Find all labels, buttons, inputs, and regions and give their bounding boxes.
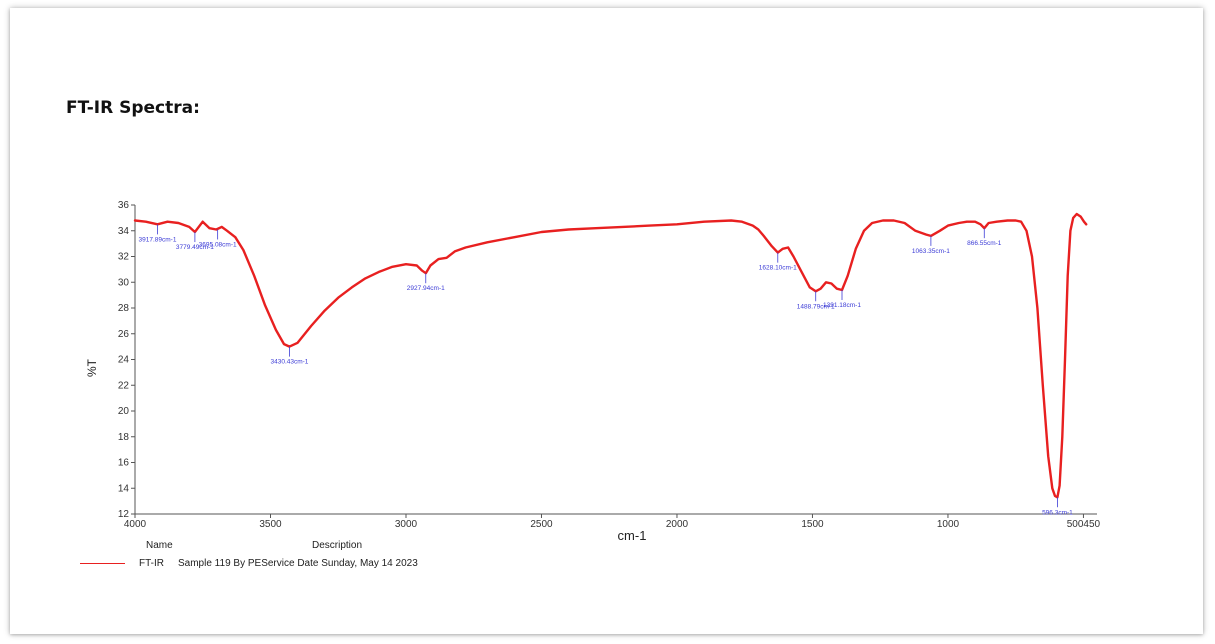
y-tick-label: 26	[118, 329, 130, 340]
legend-swatch	[80, 562, 125, 564]
peak-label: 1628.10cm-1	[759, 265, 797, 272]
y-tick-label: 18	[118, 432, 130, 443]
y-tick-label: 12	[118, 509, 130, 520]
peak-label: 596.3cm-1	[1042, 509, 1073, 516]
x-tick-label: 500450	[1067, 519, 1101, 530]
y-tick-label: 32	[118, 252, 130, 263]
y-tick-label: 16	[118, 458, 130, 469]
y-tick-label: 36	[118, 200, 130, 211]
x-tick-label: 3000	[395, 519, 418, 530]
peak-label: 3779.49cm-1	[176, 244, 214, 251]
section-heading: FT-IR Spectra:	[66, 98, 200, 118]
x-tick-label: 2500	[530, 519, 553, 530]
document-page	[10, 8, 1203, 634]
peak-label: 3695.08cm-1	[199, 241, 237, 248]
peak-label: 1063.35cm-1	[912, 248, 950, 255]
spectrum-line	[133, 212, 1088, 499]
x-tick-label: 1000	[937, 519, 960, 530]
peak-label: 2927.94cm-1	[407, 285, 445, 292]
y-tick-label: 14	[118, 483, 130, 494]
legend-description-header: Description	[312, 540, 363, 551]
peak-label: 1391.18cm-1	[823, 302, 861, 309]
y-tick-label: 22	[118, 380, 130, 391]
legend-entry: FT-IR Sample 119 By PEService Date Sunda…	[80, 555, 418, 571]
legend-entry-name: FT-IR	[139, 557, 164, 569]
peak-label: 866.55cm-1	[967, 240, 1002, 247]
x-tick-label: 3500	[259, 519, 282, 530]
peak-label: 3430.43cm-1	[270, 359, 308, 366]
legend-name-header: Name	[146, 540, 173, 551]
peak-label: 1488.79cm-1	[797, 303, 835, 310]
legend-entry-description: Sample 119 By PEService Date Sunday, May…	[178, 557, 418, 569]
y-tick-label: 24	[118, 355, 130, 366]
x-tick-label: 1500	[801, 519, 824, 530]
y-tick-label: 34	[118, 226, 130, 237]
peak-label: 3917.89cm-1	[139, 236, 177, 243]
y-tick-label: 28	[118, 303, 130, 314]
x-tick-label: 2000	[666, 519, 689, 530]
x-axis-title: cm-1	[618, 528, 647, 543]
y-axis-title: %T	[85, 358, 99, 377]
y-tick-label: 30	[118, 277, 130, 288]
y-tick-label: 20	[118, 406, 130, 417]
x-tick-label: 4000	[124, 519, 147, 530]
